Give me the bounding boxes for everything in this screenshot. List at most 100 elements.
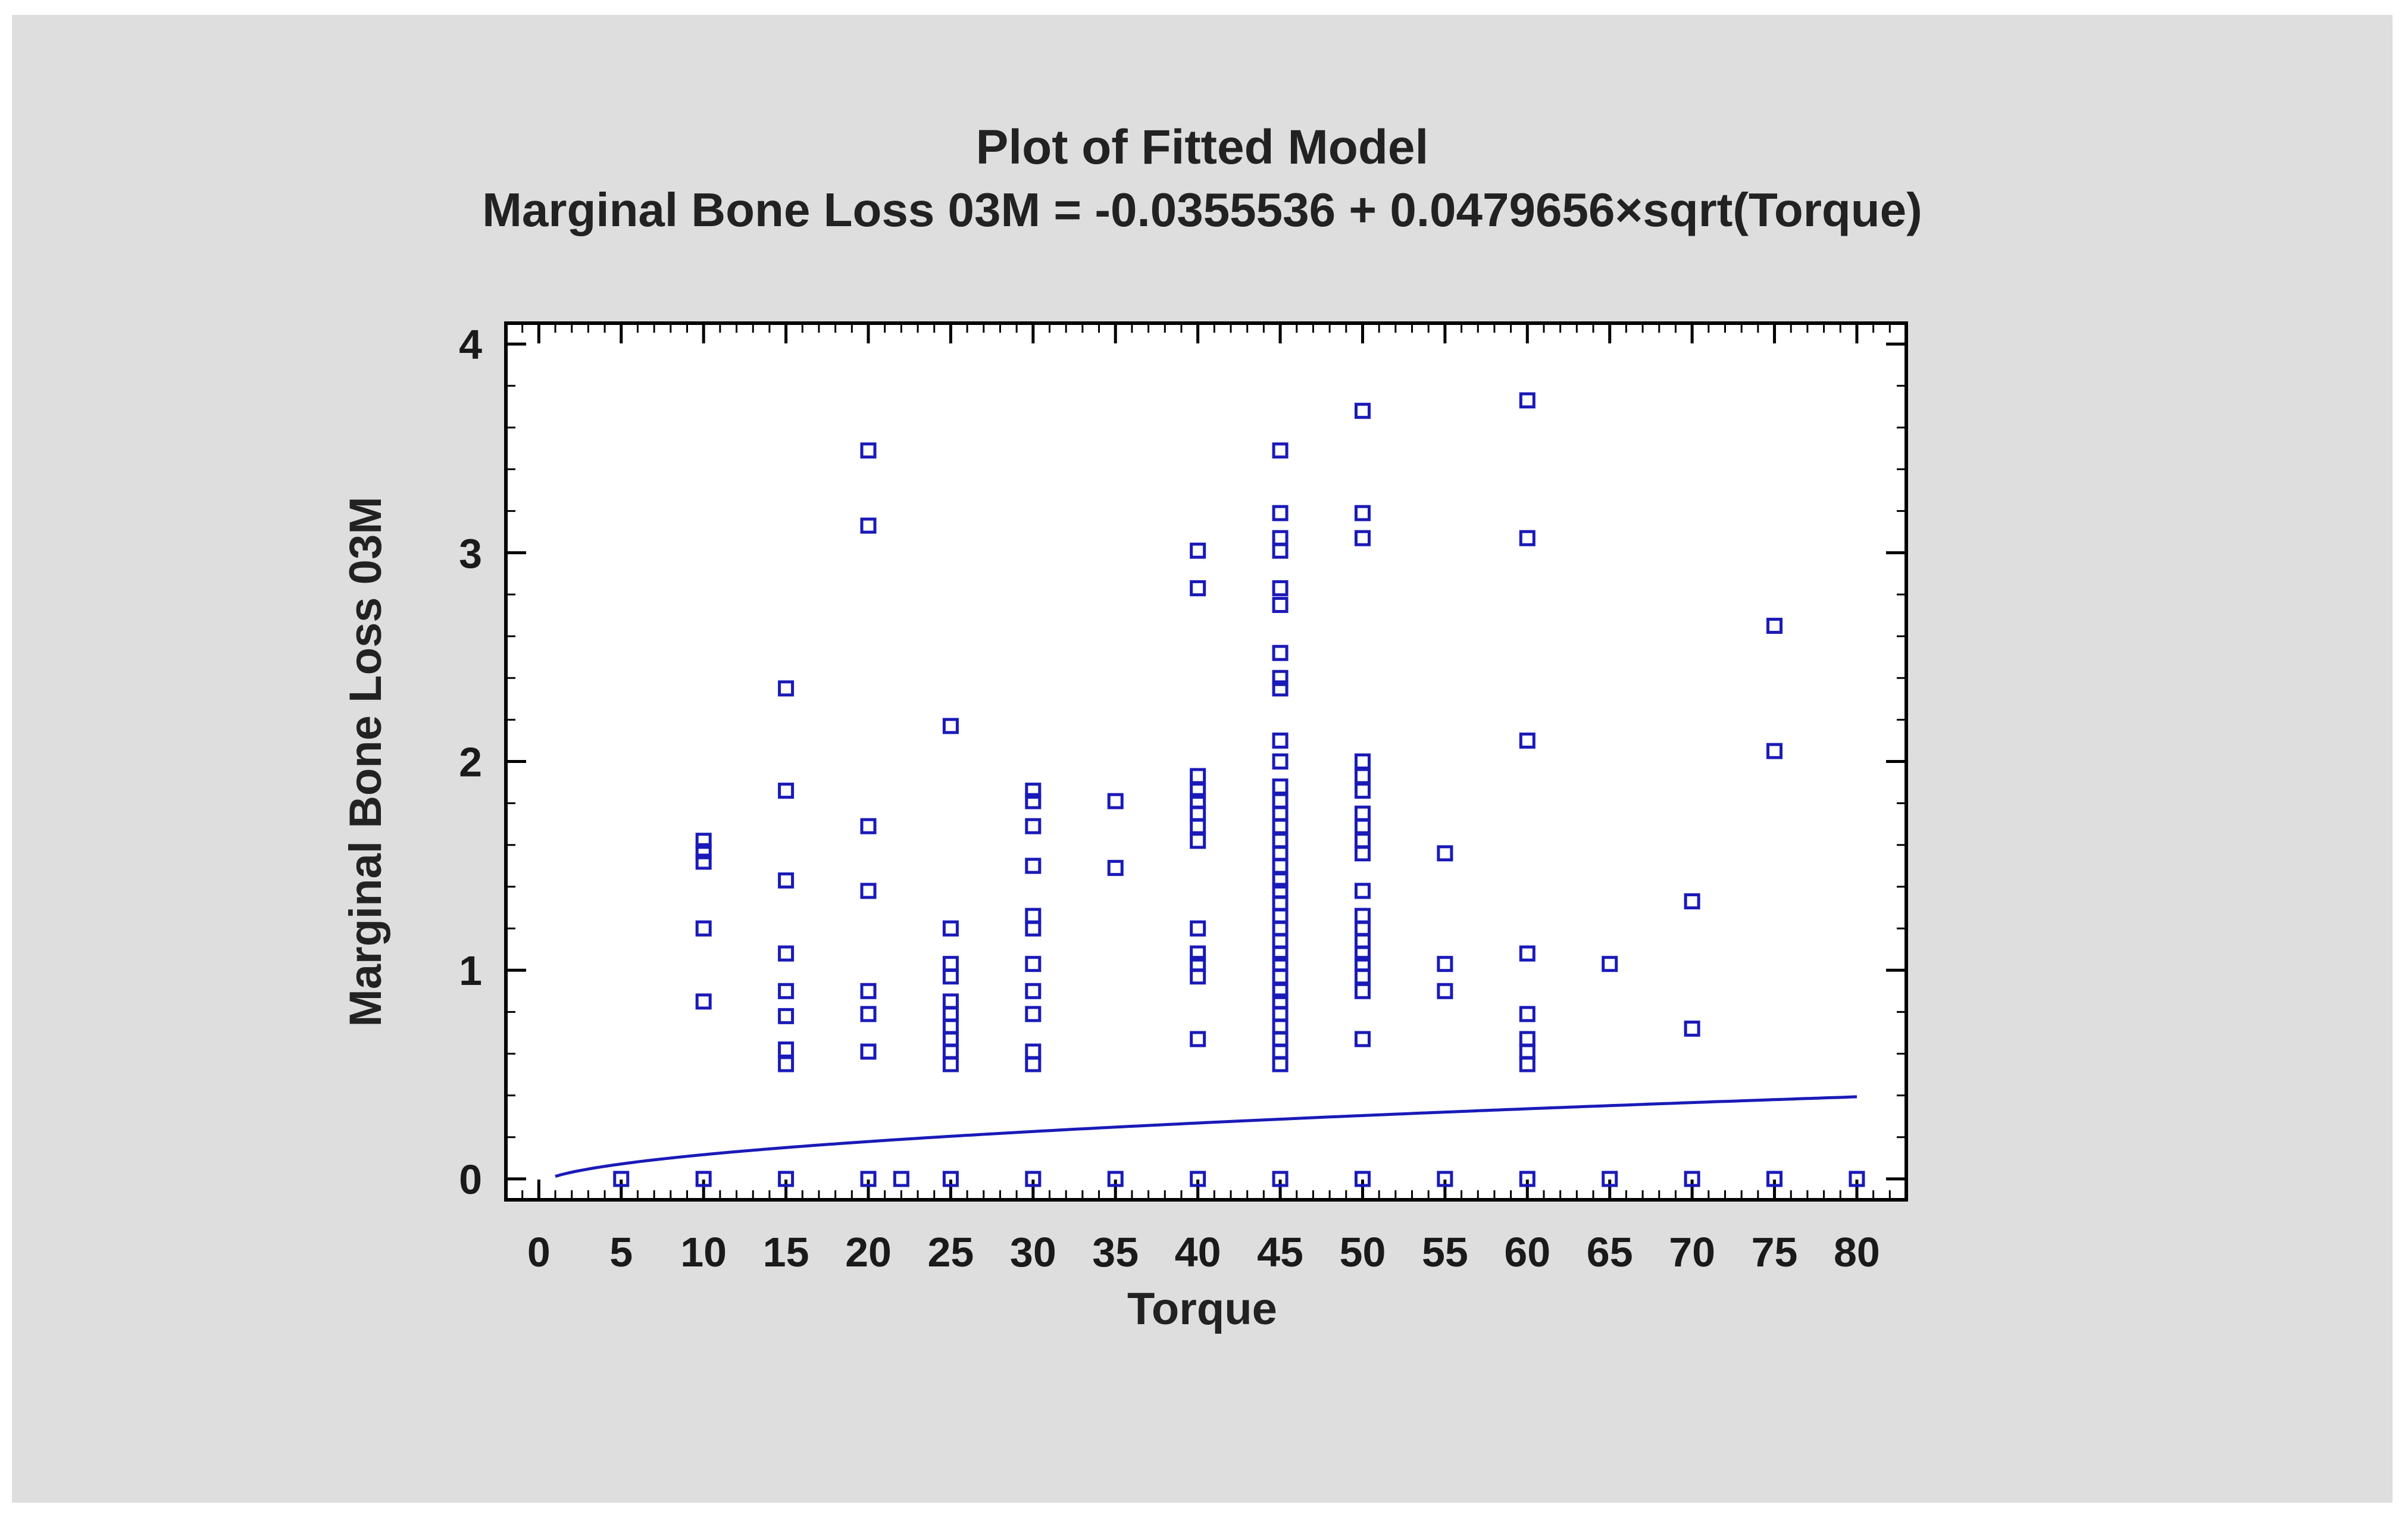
data-point	[1519, 1031, 1536, 1047]
data-point	[1190, 945, 1206, 962]
data-point	[1519, 1171, 1536, 1187]
data-point	[893, 1171, 909, 1187]
data-point	[1272, 1171, 1289, 1187]
y-axis-label: Marginal Bone Loss 03M	[340, 496, 391, 1027]
data-point	[1354, 505, 1371, 521]
data-point	[1190, 542, 1206, 559]
data-point	[1190, 783, 1206, 799]
data-point	[1272, 883, 1289, 899]
data-point	[1437, 845, 1453, 862]
data-point	[1437, 956, 1453, 972]
data-point	[778, 680, 795, 697]
x-tick-label: 35	[1092, 1229, 1139, 1275]
x-tick-label: 45	[1257, 1229, 1303, 1275]
data-point	[1354, 402, 1371, 419]
data-point	[1272, 680, 1289, 697]
data-point	[1354, 1171, 1371, 1187]
data-point	[778, 783, 795, 799]
data-point	[1354, 833, 1371, 849]
data-point	[1354, 956, 1371, 972]
data-point	[1849, 1171, 1865, 1187]
x-tick-label: 55	[1422, 1229, 1468, 1275]
x-tick-label: 10	[680, 1229, 727, 1275]
data-point	[860, 517, 877, 534]
x-tick-label: 75	[1752, 1229, 1798, 1275]
data-points	[613, 392, 1865, 1187]
data-point	[1354, 753, 1371, 770]
x-tick-label: 65	[1587, 1229, 1633, 1275]
data-point	[1684, 1171, 1700, 1187]
y-tick-label: 3	[459, 530, 482, 577]
data-point	[1602, 956, 1618, 972]
data-point	[1519, 945, 1536, 962]
data-point	[942, 1171, 959, 1187]
data-point	[1272, 645, 1289, 661]
data-point	[778, 945, 795, 962]
data-point	[778, 1171, 795, 1187]
data-point	[1272, 530, 1289, 546]
data-point	[1272, 833, 1289, 849]
data-point	[1190, 1171, 1206, 1187]
data-point	[778, 1056, 795, 1072]
data-point	[1272, 793, 1289, 809]
fitted-curve	[555, 1095, 1857, 1178]
data-point	[1766, 743, 1783, 759]
data-point	[1272, 442, 1289, 459]
fitted-line-group	[555, 1095, 1857, 1178]
data-point	[1602, 1171, 1618, 1187]
data-point	[1272, 505, 1289, 521]
x-tick-label: 20	[845, 1229, 892, 1275]
data-point	[1766, 618, 1783, 634]
chart-title: Plot of Fitted Model	[976, 120, 1429, 174]
data-point	[1766, 1171, 1783, 1187]
data-point	[1272, 596, 1289, 613]
data-point	[1107, 859, 1124, 876]
data-point	[1519, 1006, 1536, 1022]
data-point	[942, 718, 959, 734]
data-point	[695, 993, 712, 1010]
data-point	[778, 1008, 795, 1024]
x-axis-label: Torque	[1127, 1284, 1277, 1334]
x-tick-label: 30	[1010, 1229, 1056, 1275]
data-point	[1272, 956, 1289, 972]
data-point	[1025, 1171, 1042, 1187]
data-point	[1025, 1006, 1042, 1022]
data-point	[1025, 793, 1042, 809]
data-point	[1025, 1043, 1042, 1060]
data-point	[778, 872, 795, 889]
y-tick-label: 1	[459, 947, 482, 994]
data-point	[695, 920, 712, 937]
data-point	[942, 956, 959, 972]
data-point	[942, 993, 959, 1010]
chart-subtitle: Marginal Bone Loss 03M = -0.0355536 + 0.…	[482, 183, 1922, 236]
data-point	[860, 1006, 877, 1022]
x-tick-label: 60	[1504, 1229, 1550, 1275]
data-point	[1519, 392, 1536, 409]
data-point	[860, 442, 877, 459]
x-tick-label: 40	[1175, 1229, 1221, 1275]
data-point	[1354, 530, 1371, 546]
data-point	[1272, 872, 1289, 889]
plot-frame	[504, 321, 1908, 1202]
data-point	[1272, 753, 1289, 770]
data-point	[1272, 732, 1289, 749]
data-point	[695, 853, 712, 870]
data-point	[695, 1171, 712, 1187]
x-tick-label: 80	[1834, 1229, 1880, 1275]
data-point	[1519, 530, 1536, 546]
data-point	[860, 1171, 877, 1187]
x-tick-label: 25	[927, 1229, 974, 1275]
data-point	[1354, 768, 1371, 784]
data-point	[1025, 783, 1042, 799]
data-point	[1025, 858, 1042, 874]
data-point	[1025, 818, 1042, 834]
data-point	[695, 843, 712, 859]
data-point	[860, 1043, 877, 1060]
data-point	[1025, 908, 1042, 924]
x-tick-label: 5	[609, 1229, 633, 1275]
data-point	[1025, 956, 1042, 972]
data-point	[860, 883, 877, 899]
data-point	[1190, 1031, 1206, 1047]
data-point	[1272, 993, 1289, 1010]
